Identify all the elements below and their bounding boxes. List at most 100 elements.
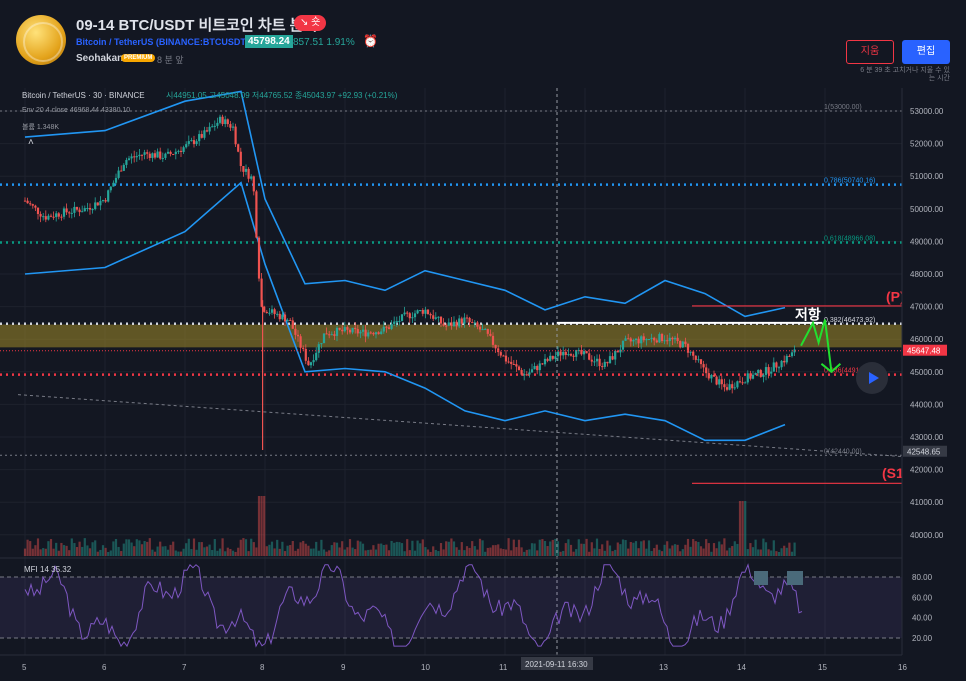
volume-bar	[114, 538, 118, 556]
candle-body	[109, 186, 112, 191]
candle-body	[96, 202, 99, 206]
candle-body	[419, 309, 422, 311]
candle-body	[312, 360, 315, 363]
symbol-link[interactable]: Bitcoin / TetherUS (BINANCE:BTCUSDT)	[76, 37, 249, 47]
alarm-clock-icon[interactable]: ⏰	[363, 34, 378, 48]
candle-body	[780, 360, 783, 368]
candle-body	[278, 313, 281, 320]
mfi-marker	[754, 571, 768, 585]
volume-bar	[484, 551, 487, 556]
candle-body	[437, 316, 440, 318]
price-tick: 51000.00	[910, 172, 944, 181]
price-axis	[902, 88, 966, 681]
candle-body	[424, 309, 427, 314]
projection-arrow-path	[800, 319, 833, 372]
candle-body	[749, 373, 752, 379]
volume-bar	[419, 543, 422, 556]
candle-body	[200, 134, 203, 138]
time-tick: 11	[499, 663, 508, 672]
volume-bar	[125, 539, 128, 556]
author-name[interactable]: Seohakant	[76, 53, 127, 64]
volume-bar	[276, 539, 279, 556]
time-axis-labels: 5 6 7 8 9 10 11 13 14 15 16	[22, 663, 907, 672]
volume-bar	[343, 549, 346, 556]
candle-body	[751, 374, 755, 379]
candle-body	[195, 141, 198, 145]
volume-bar	[159, 541, 162, 556]
candle-body	[187, 141, 190, 145]
volume-bar	[541, 539, 544, 556]
volume-bar	[112, 541, 115, 556]
volume-bar	[377, 543, 380, 556]
volume-bar	[452, 541, 456, 556]
volume-bar	[338, 547, 341, 556]
volume-bar	[330, 545, 333, 556]
candle-body	[101, 200, 105, 202]
candle-body	[208, 126, 211, 132]
candle-body	[179, 150, 183, 152]
candle-body	[658, 334, 661, 343]
volume-bar	[515, 547, 518, 556]
volume-bar	[585, 538, 588, 556]
candle-body	[489, 333, 492, 336]
candle-body	[62, 208, 66, 217]
delete-button[interactable]: 지움	[846, 40, 894, 64]
volume-bar	[47, 541, 50, 556]
candle-body	[265, 311, 268, 314]
candle-body	[666, 340, 669, 342]
candle-body	[348, 329, 352, 333]
volume-bar	[26, 539, 29, 556]
volume-bar	[546, 546, 549, 556]
volume-bar	[231, 550, 235, 556]
volume-bar	[226, 547, 229, 556]
candle-body	[528, 372, 531, 375]
volume-bar	[192, 538, 196, 556]
candle-body	[442, 323, 445, 326]
candle-body	[533, 365, 536, 370]
candle-body	[603, 361, 606, 367]
bitcoin-avatar[interactable]	[16, 15, 66, 65]
candle-body	[302, 347, 305, 349]
volume-bar	[55, 542, 58, 556]
candle-body	[710, 374, 713, 379]
volume-bar	[403, 551, 406, 556]
volume-bar	[239, 539, 242, 556]
time-tick: 16	[898, 663, 907, 672]
volume-bar	[421, 539, 424, 556]
candle-body	[538, 363, 541, 371]
volume-bar	[736, 543, 739, 556]
candle-body	[606, 361, 609, 364]
play-replay-icon[interactable]	[856, 362, 888, 394]
volume-bar	[611, 551, 614, 556]
mfi-tick: 20.00	[912, 634, 933, 643]
support-label: (S1	[882, 465, 904, 481]
candle-body	[494, 344, 497, 349]
candlesticks	[23, 114, 796, 451]
volume-bar	[556, 541, 560, 556]
time-tick: 10	[421, 663, 430, 672]
candle-body	[660, 334, 664, 342]
volume-bar	[78, 541, 81, 556]
volume-bar	[497, 544, 500, 556]
volume-bar	[686, 538, 690, 556]
candle-body	[192, 140, 196, 145]
volume-bar	[510, 550, 513, 556]
volume-bar	[265, 546, 268, 556]
collapse-icon[interactable]: ˄	[28, 137, 34, 148]
candle-body	[616, 350, 619, 353]
candle-body	[640, 336, 643, 344]
mfi-line	[24, 563, 803, 648]
volume-bar	[286, 545, 289, 556]
price-chart[interactable]: 1(53000.00) 0.786(50740.16) 0.618(48966.08…	[0, 88, 966, 681]
edit-button[interactable]: 편집	[902, 40, 950, 64]
volume-bar	[244, 539, 248, 556]
volume-bar	[400, 543, 404, 556]
candle-body	[471, 322, 474, 324]
volume-bar	[650, 551, 653, 556]
price-tick: 53000.00	[910, 107, 944, 116]
volume-bar	[447, 541, 450, 556]
volume-bar	[627, 548, 630, 556]
candle-body	[346, 327, 349, 330]
candle-body	[629, 338, 632, 342]
volume-bar	[133, 546, 136, 556]
